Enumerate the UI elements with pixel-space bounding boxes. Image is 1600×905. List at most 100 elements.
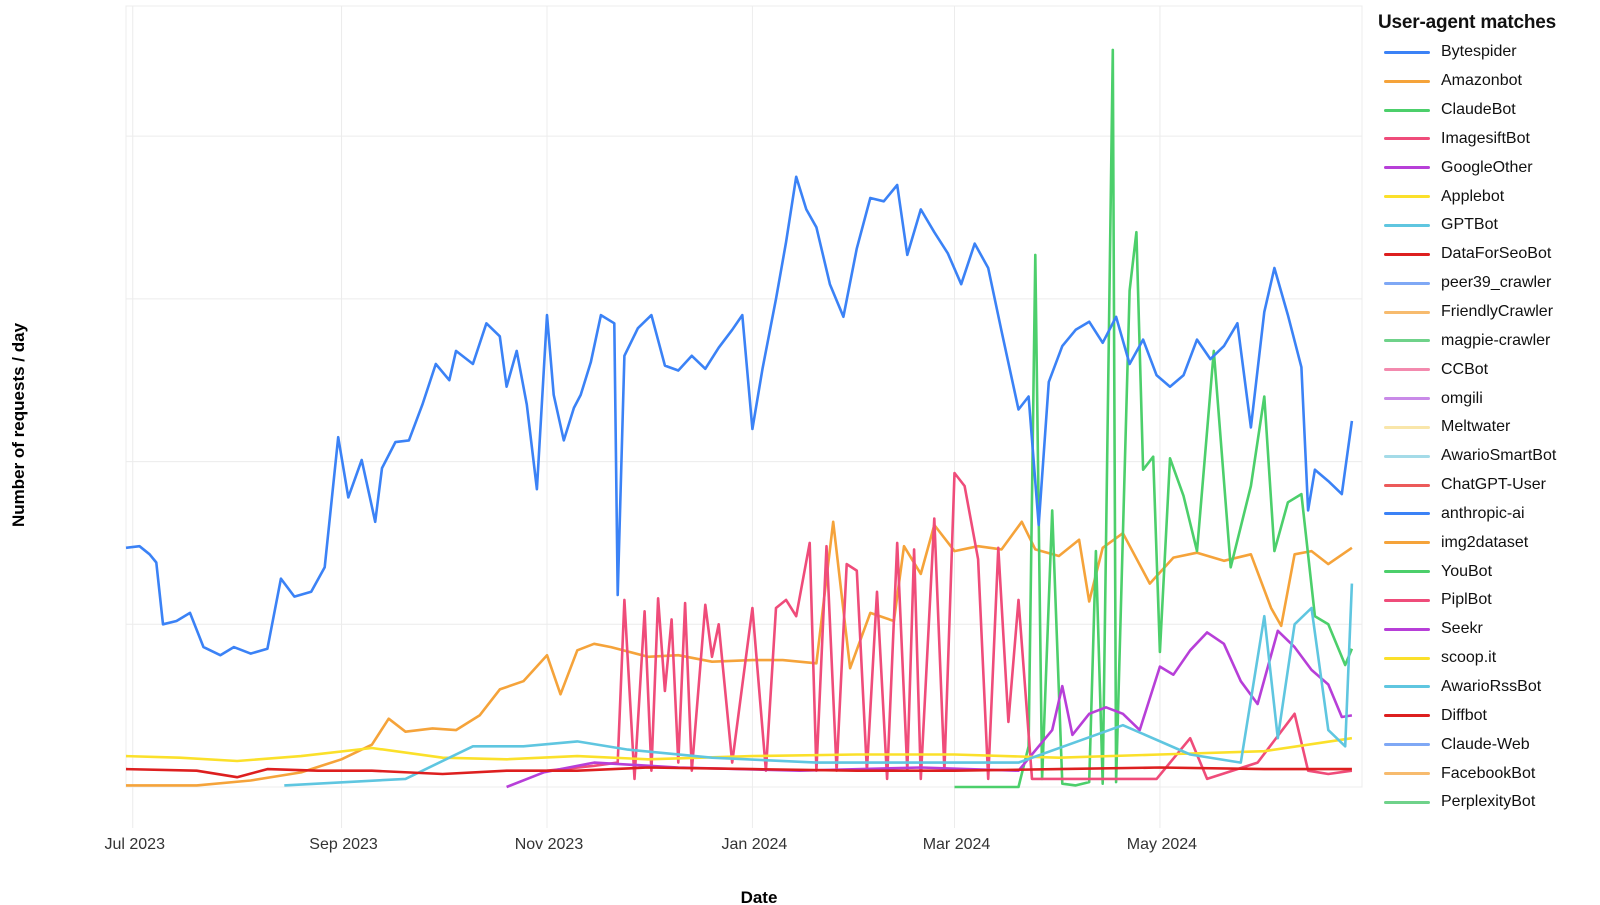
legend-swatch xyxy=(1384,743,1430,747)
legend-item[interactable]: Seekr xyxy=(1378,615,1593,644)
gridlines xyxy=(125,5,1363,828)
legend-swatch xyxy=(1384,425,1430,429)
legend-swatch xyxy=(1384,512,1430,516)
legend-label: GoogleOther xyxy=(1441,158,1533,176)
legend-label: PerplexityBot xyxy=(1441,793,1536,811)
y-axis-title: Number of requests / day xyxy=(9,322,28,527)
legend-label: scoop.it xyxy=(1441,649,1497,667)
legend-label: Applebot xyxy=(1441,187,1505,205)
legend-item[interactable]: FacebookBot xyxy=(1378,759,1593,788)
legend-label: YouBot xyxy=(1441,562,1493,580)
x-axis-title: Date xyxy=(741,888,778,905)
legend-item[interactable]: Amazonbot xyxy=(1378,67,1593,96)
legend-swatch xyxy=(1384,223,1430,227)
legend-item[interactable]: img2dataset xyxy=(1378,528,1593,557)
legend-label: magpie-crawler xyxy=(1441,331,1551,349)
legend-swatch xyxy=(1384,137,1430,141)
legend-swatch xyxy=(1384,281,1430,285)
x-tick-label: Sep 2023 xyxy=(309,836,378,853)
legend-item[interactable]: ChatGPT-User xyxy=(1378,471,1593,500)
legend-swatch xyxy=(1384,772,1430,776)
series-line-applebot xyxy=(125,736,1353,763)
legend-swatch xyxy=(1384,685,1430,689)
legend-item[interactable]: magpie-crawler xyxy=(1378,326,1593,355)
legend-label: AwarioRssBot xyxy=(1441,677,1542,695)
legend-item[interactable]: PiplBot xyxy=(1378,586,1593,615)
legend-label: anthropic-ai xyxy=(1441,504,1525,522)
series-line-claudebot xyxy=(954,48,1354,789)
series-line-dataforseobot xyxy=(125,766,1352,779)
legend-item[interactable]: anthropic-ai xyxy=(1378,500,1593,529)
legend-item[interactable]: Meltwater xyxy=(1378,413,1593,442)
legend-swatch xyxy=(1384,800,1430,804)
legend-label: CCBot xyxy=(1441,360,1489,378)
series-line-gptbot xyxy=(284,583,1354,787)
legend-item[interactable]: omgili xyxy=(1378,384,1593,413)
legend-swatch xyxy=(1384,483,1430,487)
x-tick-label: Jan 2024 xyxy=(721,836,787,853)
legend-label: Diffbot xyxy=(1441,706,1487,724)
legend-item[interactable]: peer39_crawler xyxy=(1378,269,1593,298)
legend: User-agent matches Bytespider Amazonbot Cl… xyxy=(1378,12,1593,817)
legend-swatch xyxy=(1384,627,1430,631)
legend-item[interactable]: AwarioRssBot xyxy=(1378,673,1593,702)
legend-label: Seekr xyxy=(1441,620,1483,638)
legend-item[interactable]: Claude-Web xyxy=(1378,730,1593,759)
legend-item[interactable]: AwarioSmartBot xyxy=(1378,442,1593,471)
legend-item[interactable]: CCBot xyxy=(1378,355,1593,384)
legend-item[interactable]: ClaudeBot xyxy=(1378,96,1593,125)
legend-label: ChatGPT-User xyxy=(1441,476,1546,494)
legend-items: Bytespider Amazonbot ClaudeBot ImagesiftBot… xyxy=(1378,38,1593,817)
legend-swatch xyxy=(1384,541,1430,545)
legend-label: ClaudeBot xyxy=(1441,101,1516,119)
legend-swatch xyxy=(1384,598,1430,602)
legend-label: Claude-Web xyxy=(1441,735,1530,753)
legend-item[interactable]: Applebot xyxy=(1378,182,1593,211)
legend-swatch xyxy=(1384,656,1430,660)
legend-label: omgili xyxy=(1441,389,1483,407)
x-tick-label: Jul 2023 xyxy=(104,836,165,853)
legend-item[interactable]: PerplexityBot xyxy=(1378,788,1593,817)
legend-swatch xyxy=(1384,339,1430,343)
legend-label: Meltwater xyxy=(1441,418,1511,436)
legend-swatch xyxy=(1384,454,1430,458)
legend-swatch xyxy=(1384,166,1430,170)
legend-label: FriendlyCrawler xyxy=(1441,303,1554,321)
legend-label: FacebookBot xyxy=(1441,764,1536,782)
legend-item[interactable]: FriendlyCrawler xyxy=(1378,298,1593,327)
legend-title: User-agent matches xyxy=(1378,12,1557,33)
x-tick-label: May 2024 xyxy=(1127,836,1197,853)
legend-item[interactable]: ImagesiftBot xyxy=(1378,125,1593,154)
legend-swatch xyxy=(1384,397,1430,401)
series-line-bytespider xyxy=(125,175,1354,657)
legend-item[interactable]: DataForSeoBot xyxy=(1378,240,1593,269)
legend-swatch xyxy=(1384,79,1430,83)
legend-swatch xyxy=(1384,570,1430,574)
legend-item[interactable]: YouBot xyxy=(1378,557,1593,586)
legend-label: img2dataset xyxy=(1441,533,1529,551)
legend-label: Bytespider xyxy=(1441,43,1517,61)
legend-label: peer39_crawler xyxy=(1441,274,1552,292)
legend-label: PiplBot xyxy=(1441,591,1492,609)
legend-label: ImagesiftBot xyxy=(1441,129,1530,147)
legend-item[interactable]: GPTBot xyxy=(1378,211,1593,240)
x-tick-label: Nov 2023 xyxy=(515,836,584,853)
legend-swatch xyxy=(1384,368,1430,372)
x-tick-label: Mar 2024 xyxy=(923,836,991,853)
legend-item[interactable]: GoogleOther xyxy=(1378,153,1593,182)
legend-label: AwarioSmartBot xyxy=(1441,447,1557,465)
legend-swatch xyxy=(1384,50,1430,54)
legend-label: DataForSeoBot xyxy=(1441,245,1552,263)
legend-item[interactable]: Diffbot xyxy=(1378,701,1593,730)
legend-swatch xyxy=(1384,310,1430,314)
legend-swatch xyxy=(1384,195,1430,199)
legend-swatch xyxy=(1384,252,1430,256)
legend-item[interactable]: scoop.it xyxy=(1378,644,1593,673)
x-axis-ticks: Jul 2023 Sep 2023 Nov 2023 Jan 2024 Mar 2024… xyxy=(104,836,1197,853)
series-line-imagesiftbot xyxy=(546,471,1353,781)
legend-swatch xyxy=(1384,714,1430,718)
legend-label: GPTBot xyxy=(1441,216,1498,234)
legend-item[interactable]: Bytespider xyxy=(1378,38,1593,67)
legend-label: Amazonbot xyxy=(1441,72,1522,90)
